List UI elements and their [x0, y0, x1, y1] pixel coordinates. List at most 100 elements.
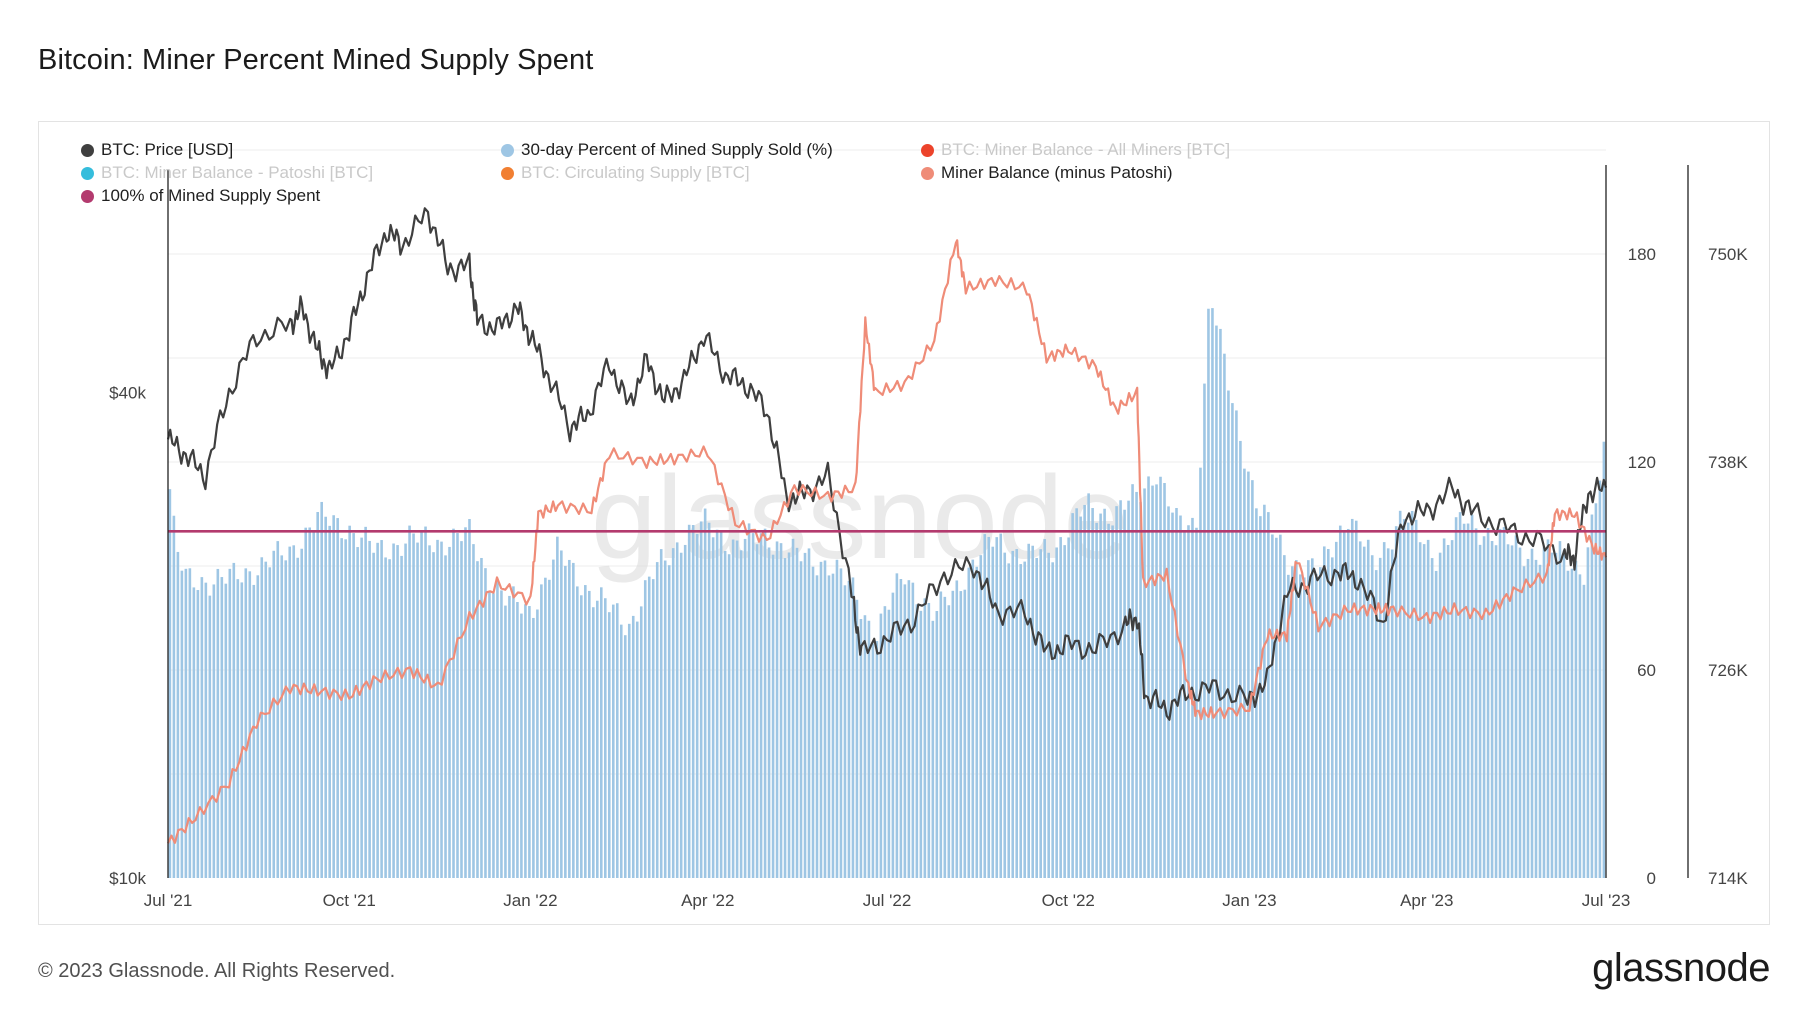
- bar-mark: [1027, 543, 1030, 878]
- bar-mark: [823, 560, 827, 878]
- bar-mark: [1406, 522, 1410, 878]
- bar-mark: [500, 590, 503, 878]
- bar-mark: [643, 580, 647, 878]
- bar-mark: [803, 552, 807, 878]
- legend-item[interactable]: Miner Balance (minus Patoshi): [921, 163, 1172, 183]
- bar-mark: [1271, 534, 1274, 878]
- glassnode-logo[interactable]: glassnode: [1592, 946, 1770, 990]
- bar-mark: [1582, 584, 1586, 878]
- bar-mark: [524, 604, 527, 878]
- bar-mark: [603, 598, 607, 878]
- bar-mark: [1430, 558, 1434, 878]
- bar-mark: [332, 515, 335, 878]
- bar-mark: [727, 554, 731, 878]
- bar-mark: [600, 587, 603, 878]
- bar-mark: [472, 544, 475, 878]
- bar-mark: [1438, 552, 1442, 878]
- legend-item[interactable]: BTC: Miner Balance - All Miners [BTC]: [921, 140, 1230, 160]
- x-tick-label: Jan '22: [503, 891, 557, 910]
- bar-mark: [607, 612, 611, 878]
- bar-mark: [1115, 506, 1118, 878]
- bar-mark: [667, 565, 671, 878]
- bar-mark: [1490, 541, 1494, 878]
- x-tick-label: Jul '23: [1582, 891, 1631, 910]
- legend-item[interactable]: BTC: Circulating Supply [BTC]: [501, 163, 750, 183]
- bar-mark: [1007, 563, 1011, 878]
- bar-mark: [440, 541, 443, 878]
- bar-mark: [655, 562, 659, 878]
- bar-mark: [1418, 542, 1422, 878]
- bar-mark: [1255, 508, 1258, 878]
- line-miner-balance: [166, 239, 1608, 845]
- bar-mark: [1147, 476, 1150, 878]
- bar-mark: [508, 595, 511, 878]
- bar-mark: [787, 552, 791, 878]
- bar-mark: [248, 571, 252, 878]
- bar-mark: [1183, 531, 1186, 878]
- legend-dot-icon: [81, 143, 94, 157]
- bar-mark: [639, 606, 643, 878]
- bar-mark: [791, 538, 795, 878]
- bar-mark: [611, 604, 615, 878]
- bar-mark: [811, 566, 815, 878]
- bar-mark: [939, 591, 943, 878]
- bar-mark: [400, 555, 403, 878]
- bar-mark: [875, 641, 879, 878]
- bar-mark: [843, 585, 847, 878]
- legend-item[interactable]: 30-day Percent of Mined Supply Sold (%): [501, 140, 833, 160]
- bar-mark: [1163, 483, 1166, 878]
- legend-item[interactable]: BTC: Price [USD]: [81, 140, 233, 160]
- bar-mark: [1099, 513, 1102, 878]
- footer-copyright: © 2023 Glassnode. All Rights Reserved.: [38, 960, 396, 982]
- bar-mark: [863, 615, 867, 878]
- y-right2-tick-label: 738K: [1708, 453, 1748, 472]
- bar-mark: [923, 598, 927, 878]
- bar-mark: [687, 524, 691, 878]
- bar-mark: [1574, 560, 1578, 878]
- bar-mark: [244, 568, 248, 878]
- bar-mark: [1414, 519, 1418, 878]
- bar-mark: [1195, 527, 1198, 878]
- bar-mark: [416, 542, 419, 878]
- bar-mark: [444, 555, 447, 878]
- bar-mark: [560, 550, 563, 878]
- bar-mark: [1446, 544, 1450, 878]
- bar-mark: [468, 519, 471, 878]
- bar-mark: [1442, 538, 1446, 878]
- bar-mark: [899, 579, 903, 878]
- bar-mark: [1067, 537, 1070, 878]
- bar-mark: [663, 560, 667, 878]
- bar-mark: [272, 550, 276, 878]
- bar-mark: [1287, 574, 1290, 878]
- bar-mark: [819, 561, 823, 878]
- bar-mark: [308, 527, 311, 878]
- bar-mark: [651, 579, 655, 878]
- legend-item[interactable]: 100% of Mined Supply Spent: [81, 186, 320, 206]
- y-left-tick-label: $10k: [109, 869, 146, 888]
- bar-mark: [1307, 560, 1310, 878]
- bar-mark: [1526, 558, 1530, 878]
- bar-mark: [388, 559, 391, 878]
- bar-mark: [619, 624, 623, 878]
- bar-mark: [200, 577, 204, 878]
- bar-mark: [707, 522, 711, 878]
- bar-mark: [1502, 527, 1506, 878]
- bar-mark: [1095, 522, 1098, 878]
- bar-mark: [831, 573, 835, 878]
- bar-mark: [196, 590, 200, 878]
- bar-mark: [324, 516, 327, 878]
- bar-mark: [1075, 508, 1078, 878]
- x-tick-label: Jan '23: [1222, 891, 1276, 910]
- bar-mark: [1366, 539, 1370, 878]
- bar-mark: [711, 537, 715, 878]
- bar-mark: [1071, 513, 1074, 878]
- legend: BTC: Price [USD] 30-day Percent of Mined …: [0, 0, 1800, 205]
- bar-mark: [292, 545, 296, 878]
- legend-item[interactable]: BTC: Miner Balance - Patoshi [BTC]: [81, 163, 373, 183]
- bar-mark: [1283, 555, 1286, 878]
- bar-mark: [1454, 517, 1458, 878]
- bar-mark: [911, 582, 915, 878]
- bar-mark: [919, 610, 923, 878]
- bar-mark: [1338, 525, 1342, 878]
